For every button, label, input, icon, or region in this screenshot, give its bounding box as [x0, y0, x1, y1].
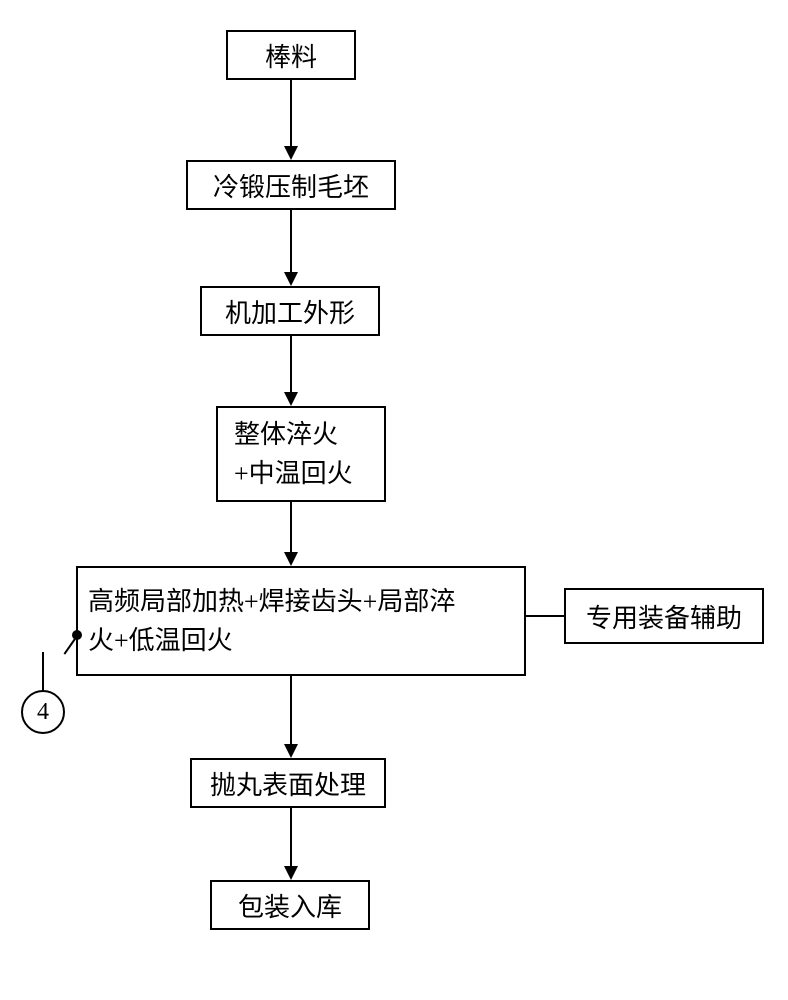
arrowhead	[284, 272, 298, 286]
node-label-line2: 火+低温回火	[88, 621, 233, 660]
node-label: 棒料	[265, 37, 317, 74]
node-label-line1: 高频局部加热+焊接齿头+局部淬	[88, 582, 455, 621]
flow-node-machining: 机加工外形	[200, 286, 380, 336]
arrow	[290, 502, 292, 552]
arrowhead	[284, 744, 298, 758]
callout-line	[42, 652, 44, 692]
node-label-line1: 整体淬火	[234, 415, 338, 454]
flow-node-equipment-assist: 专用装备辅助	[564, 588, 764, 644]
flow-node-quenching: 整体淬火 +中温回火	[216, 406, 386, 502]
callout-number: 4	[37, 699, 49, 726]
flow-node-bar-stock: 棒料	[226, 30, 356, 80]
arrow	[290, 676, 292, 744]
arrowhead	[284, 866, 298, 880]
arrow	[290, 808, 292, 866]
arrowhead	[284, 146, 298, 160]
arrow	[290, 210, 292, 272]
node-label: 包装入库	[238, 887, 342, 924]
flow-node-hf-heating-welding: 高频局部加热+焊接齿头+局部淬 火+低温回火	[76, 566, 526, 676]
flow-node-cold-forging: 冷锻压制毛坯	[186, 160, 396, 210]
node-label-line2: +中温回火	[234, 454, 353, 493]
arrowhead	[284, 552, 298, 566]
flow-node-packaging: 包装入库	[210, 880, 370, 930]
connector	[526, 615, 564, 617]
node-label: 抛丸表面处理	[210, 765, 366, 802]
node-label: 机加工外形	[225, 293, 355, 330]
callout-circle: 4	[21, 690, 65, 734]
arrow	[290, 336, 292, 392]
arrowhead	[284, 392, 298, 406]
flow-node-shot-blasting: 抛丸表面处理	[190, 758, 386, 808]
node-label: 专用装备辅助	[586, 598, 742, 635]
arrow	[290, 80, 292, 146]
node-label: 冷锻压制毛坯	[213, 167, 369, 204]
